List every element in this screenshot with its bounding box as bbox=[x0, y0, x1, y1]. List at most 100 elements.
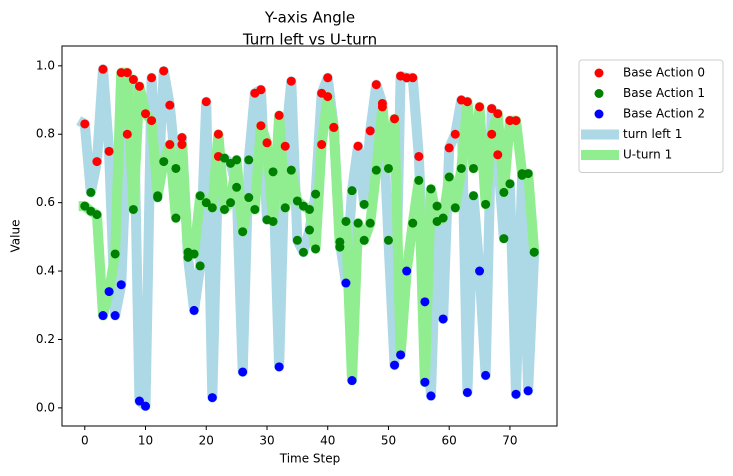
point bbox=[444, 143, 454, 153]
y-tick-label: 0.8 bbox=[36, 127, 55, 141]
x-tick-label: 60 bbox=[442, 434, 457, 448]
point bbox=[493, 150, 503, 160]
point bbox=[481, 370, 491, 380]
point bbox=[177, 133, 187, 143]
point bbox=[347, 186, 357, 196]
point bbox=[232, 155, 242, 165]
point bbox=[244, 155, 254, 165]
y-tick-label: 0.4 bbox=[36, 264, 55, 278]
point bbox=[481, 199, 491, 209]
point bbox=[219, 153, 229, 163]
point bbox=[311, 189, 321, 199]
point bbox=[438, 213, 448, 223]
point bbox=[171, 163, 181, 173]
point bbox=[475, 266, 485, 276]
x-tick-label: 0 bbox=[81, 434, 89, 448]
point bbox=[432, 201, 442, 211]
point bbox=[390, 360, 400, 370]
point bbox=[147, 116, 157, 126]
point bbox=[450, 129, 460, 139]
point bbox=[450, 203, 460, 213]
point bbox=[141, 401, 151, 411]
point bbox=[189, 249, 199, 259]
legend-label: Base Action 1 bbox=[623, 86, 705, 100]
point bbox=[298, 247, 308, 257]
point bbox=[487, 129, 497, 139]
point bbox=[159, 66, 169, 76]
point bbox=[371, 80, 381, 90]
point bbox=[207, 203, 217, 213]
point bbox=[499, 187, 509, 197]
point bbox=[414, 151, 424, 161]
point bbox=[286, 165, 296, 175]
y-tick-label: 0.2 bbox=[36, 332, 55, 346]
point bbox=[420, 297, 430, 307]
point bbox=[402, 266, 412, 276]
legend-marker bbox=[594, 68, 604, 78]
point bbox=[305, 225, 314, 235]
point bbox=[335, 242, 345, 252]
point bbox=[426, 391, 436, 401]
point bbox=[201, 198, 211, 208]
y-tick-label: 0.6 bbox=[36, 195, 55, 209]
point bbox=[195, 191, 205, 201]
point bbox=[414, 175, 424, 185]
point bbox=[201, 97, 211, 107]
point bbox=[116, 280, 126, 290]
point bbox=[128, 204, 138, 214]
point bbox=[462, 387, 472, 397]
point bbox=[292, 196, 302, 206]
point bbox=[268, 216, 278, 226]
point bbox=[98, 64, 108, 74]
point bbox=[511, 116, 521, 126]
point bbox=[323, 73, 333, 83]
point bbox=[226, 198, 236, 208]
point bbox=[383, 235, 393, 245]
x-tick-label: 20 bbox=[199, 434, 214, 448]
chart-title: Y-axis Angle bbox=[264, 9, 355, 27]
point bbox=[219, 204, 229, 214]
point bbox=[311, 244, 321, 254]
point bbox=[238, 367, 248, 377]
point bbox=[280, 141, 290, 151]
point bbox=[456, 163, 466, 173]
point bbox=[153, 191, 163, 201]
x-tick-label: 70 bbox=[502, 434, 517, 448]
point bbox=[171, 213, 181, 223]
point bbox=[462, 97, 472, 107]
point bbox=[365, 218, 375, 228]
point bbox=[487, 104, 497, 114]
point bbox=[396, 350, 406, 360]
point bbox=[468, 191, 478, 201]
point bbox=[475, 102, 485, 112]
point bbox=[92, 210, 102, 220]
legend-marker bbox=[594, 109, 604, 119]
point bbox=[426, 184, 436, 194]
point bbox=[177, 140, 187, 150]
point bbox=[444, 172, 454, 182]
legend-label: turn left 1 bbox=[623, 127, 682, 141]
point bbox=[80, 201, 90, 211]
plot-frame bbox=[61, 45, 558, 427]
point bbox=[262, 138, 272, 148]
x-tick-label: 40 bbox=[320, 434, 335, 448]
point bbox=[408, 73, 418, 83]
point bbox=[165, 140, 175, 150]
point bbox=[122, 129, 132, 139]
y-tick-label: 0.0 bbox=[36, 400, 55, 414]
point bbox=[353, 141, 363, 151]
x-tick-label: 30 bbox=[259, 434, 274, 448]
point bbox=[371, 165, 381, 175]
point bbox=[141, 109, 151, 119]
point bbox=[274, 110, 284, 120]
point bbox=[323, 92, 333, 102]
point bbox=[353, 218, 363, 228]
point bbox=[383, 163, 393, 173]
point bbox=[268, 167, 278, 177]
legend-label: Base Action 0 bbox=[623, 66, 705, 80]
point bbox=[359, 199, 369, 209]
point bbox=[523, 386, 533, 396]
point bbox=[286, 76, 296, 86]
point bbox=[511, 389, 521, 399]
